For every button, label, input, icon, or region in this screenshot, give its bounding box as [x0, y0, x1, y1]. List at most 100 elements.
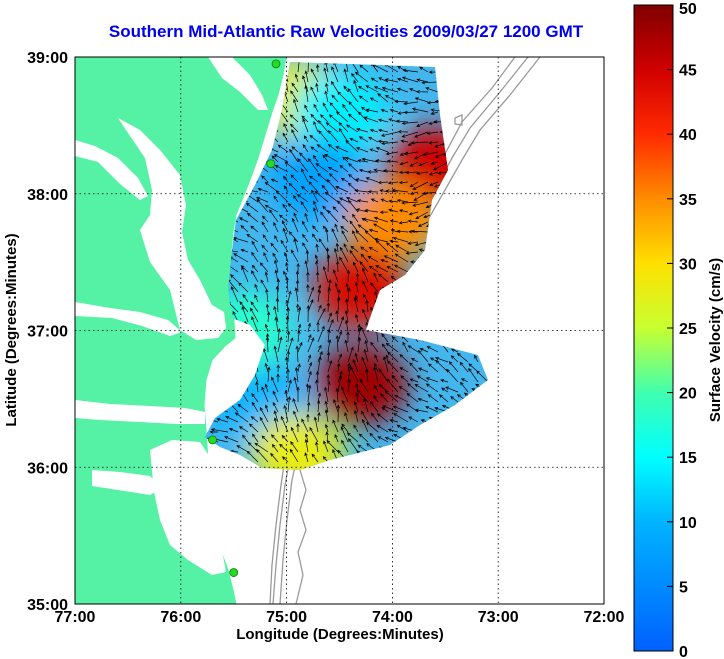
plot-frame — [74, 56, 605, 605]
velocity-arrow — [304, 212, 309, 223]
y-tick-label: 39:00 — [27, 50, 68, 67]
velocity-arrow — [311, 233, 319, 243]
velocity-arrow — [416, 375, 429, 383]
velocity-arrow — [294, 73, 299, 83]
velocity-arrow — [387, 181, 399, 185]
velocity-arrow — [289, 114, 299, 123]
velocity-arrow — [291, 217, 299, 233]
velocity-arrow — [426, 346, 439, 353]
velocity-arrow — [365, 108, 379, 113]
velocity-arrow — [342, 156, 349, 163]
velocity-arrow — [255, 381, 259, 393]
velocity-arrow — [450, 355, 459, 363]
velocity-arrow — [291, 129, 299, 143]
velocity-arrow — [414, 241, 429, 247]
velocity-arrow — [311, 189, 319, 203]
velocity-arrow — [335, 186, 349, 193]
velocity-arrow — [301, 418, 309, 433]
velocity-arrow — [324, 227, 329, 243]
velocity-arrow — [332, 206, 339, 213]
velocity-arrow — [385, 189, 399, 193]
velocity-arrow — [369, 128, 379, 133]
velocity-arrow — [315, 271, 320, 283]
velocity-arrow — [250, 307, 259, 323]
velocity-arrow — [385, 151, 399, 156]
velocity-arrow — [378, 118, 389, 123]
velocity-arrow — [288, 231, 299, 243]
velocity-arrow — [316, 144, 329, 153]
velocity-arrow — [427, 394, 439, 403]
velocity-arrow — [363, 116, 379, 123]
velocity-arrow — [380, 108, 389, 113]
velocity-arrow — [284, 389, 289, 403]
velocity-arrow — [245, 202, 259, 213]
velocity-arrow — [349, 137, 359, 143]
velocity-arrow — [343, 68, 349, 83]
velocity-arrow — [381, 343, 389, 353]
velocity-arrow — [366, 421, 379, 433]
velocity-arrow — [284, 251, 289, 263]
velocity-arrow — [283, 122, 289, 133]
velocity-arrow — [276, 373, 280, 382]
velocity-arrow — [414, 97, 429, 103]
velocity-arrow — [302, 144, 309, 153]
x-tick-label: 74:00 — [372, 609, 413, 626]
velocity-arrow — [340, 385, 349, 403]
velocity-arrow — [344, 319, 349, 333]
velocity-arrow — [327, 359, 333, 373]
velocity-arrow — [342, 103, 349, 113]
velocity-arrow — [269, 209, 279, 223]
station-marker — [266, 159, 276, 169]
velocity-arrow — [302, 75, 309, 93]
velocity-arrow — [448, 360, 459, 373]
velocity-arrow — [273, 345, 279, 363]
velocity-arrow — [425, 377, 439, 383]
velocity-arrow — [313, 416, 319, 433]
velocity-arrow — [341, 439, 349, 453]
velocity-arrow — [365, 177, 379, 183]
velocity-arrow — [367, 170, 379, 174]
velocity-arrow — [274, 234, 279, 243]
velocity-arrow — [348, 62, 359, 73]
velocity-arrow — [408, 416, 419, 423]
velocity-arrow — [354, 281, 359, 293]
velocity-arrow — [359, 64, 369, 73]
velocity-arrow — [295, 279, 300, 293]
colorbar-ticks: 0 5 10 15 20 25 30 35 40 45 50 — [667, 1, 697, 659]
velocity-arrow — [378, 128, 389, 133]
velocity-arrow — [362, 280, 369, 293]
velocity-arrow — [340, 225, 349, 233]
velocity-arrow — [317, 173, 329, 183]
velocity-arrow — [273, 417, 279, 433]
velocity-arrow — [236, 445, 249, 453]
velocity-region — [249, 413, 346, 470]
velocity-arrow — [387, 428, 399, 433]
velocity-arrow — [410, 141, 429, 145]
velocity-arrow — [450, 396, 459, 403]
velocity-arrow — [333, 398, 339, 413]
velocity-arrow — [326, 440, 339, 453]
velocity-arrow — [322, 225, 329, 233]
velocity-arrow — [362, 217, 379, 223]
y-tick-label: 38:00 — [27, 187, 68, 204]
station-marker — [229, 568, 239, 577]
velocity-arrow — [341, 215, 349, 223]
velocity-arrow — [328, 173, 339, 183]
velocity-arrow — [361, 106, 369, 113]
velocity-arrow — [421, 151, 439, 157]
velocity-arrow — [355, 178, 369, 183]
velocity-region — [291, 71, 388, 152]
velocity-arrow — [320, 211, 329, 223]
velocity-arrow — [405, 251, 419, 255]
velocity-arrow — [396, 229, 409, 234]
velocity-arrow — [403, 151, 419, 156]
velocity-region — [270, 140, 367, 221]
velocity-arrow — [326, 374, 330, 383]
velocity-arrow — [354, 294, 359, 303]
velocity-arrow — [405, 170, 419, 175]
velocity-arrow — [393, 394, 409, 403]
x-tick-label: 77:00 — [55, 609, 96, 626]
velocity-arrow — [364, 339, 369, 353]
velocity-arrow — [264, 204, 279, 213]
velocity-arrow — [341, 423, 349, 433]
